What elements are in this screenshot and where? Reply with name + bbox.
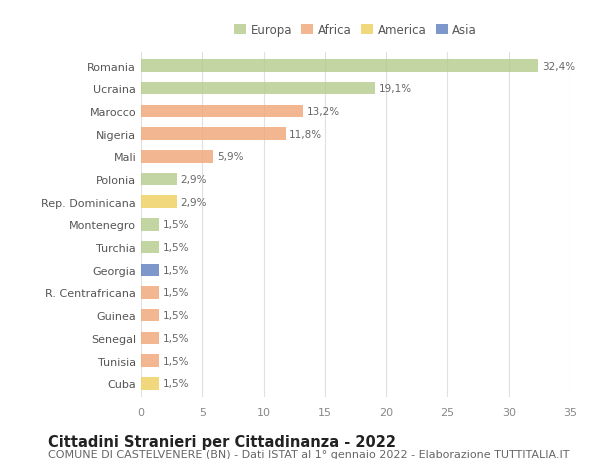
Bar — [141, 286, 160, 299]
Bar — [141, 151, 214, 163]
Bar — [141, 332, 160, 344]
Bar — [141, 106, 303, 118]
Bar — [141, 309, 160, 322]
Bar — [141, 60, 538, 73]
Text: COMUNE DI CASTELVENERE (BN) - Dati ISTAT al 1° gennaio 2022 - Elaborazione TUTTI: COMUNE DI CASTELVENERE (BN) - Dati ISTAT… — [48, 449, 569, 459]
Text: 1,5%: 1,5% — [163, 288, 190, 298]
Text: 1,5%: 1,5% — [163, 356, 190, 366]
Bar — [141, 218, 160, 231]
Text: 1,5%: 1,5% — [163, 310, 190, 320]
Text: 1,5%: 1,5% — [163, 333, 190, 343]
Bar — [141, 174, 176, 186]
Legend: Europa, Africa, America, Asia: Europa, Africa, America, Asia — [229, 19, 482, 41]
Text: 19,1%: 19,1% — [379, 84, 412, 94]
Bar — [141, 354, 160, 367]
Text: 5,9%: 5,9% — [217, 152, 244, 162]
Bar — [141, 128, 286, 140]
Bar — [141, 196, 176, 208]
Text: 2,9%: 2,9% — [180, 197, 207, 207]
Text: 2,9%: 2,9% — [180, 174, 207, 185]
Bar — [141, 83, 375, 95]
Text: 1,5%: 1,5% — [163, 265, 190, 275]
Bar — [141, 377, 160, 390]
Text: 32,4%: 32,4% — [542, 62, 575, 71]
Text: 1,5%: 1,5% — [163, 220, 190, 230]
Text: 1,5%: 1,5% — [163, 379, 190, 388]
Text: 11,8%: 11,8% — [289, 129, 322, 140]
Bar — [141, 241, 160, 254]
Text: 1,5%: 1,5% — [163, 242, 190, 252]
Text: 13,2%: 13,2% — [307, 106, 340, 117]
Bar — [141, 264, 160, 276]
Text: Cittadini Stranieri per Cittadinanza - 2022: Cittadini Stranieri per Cittadinanza - 2… — [48, 434, 396, 449]
